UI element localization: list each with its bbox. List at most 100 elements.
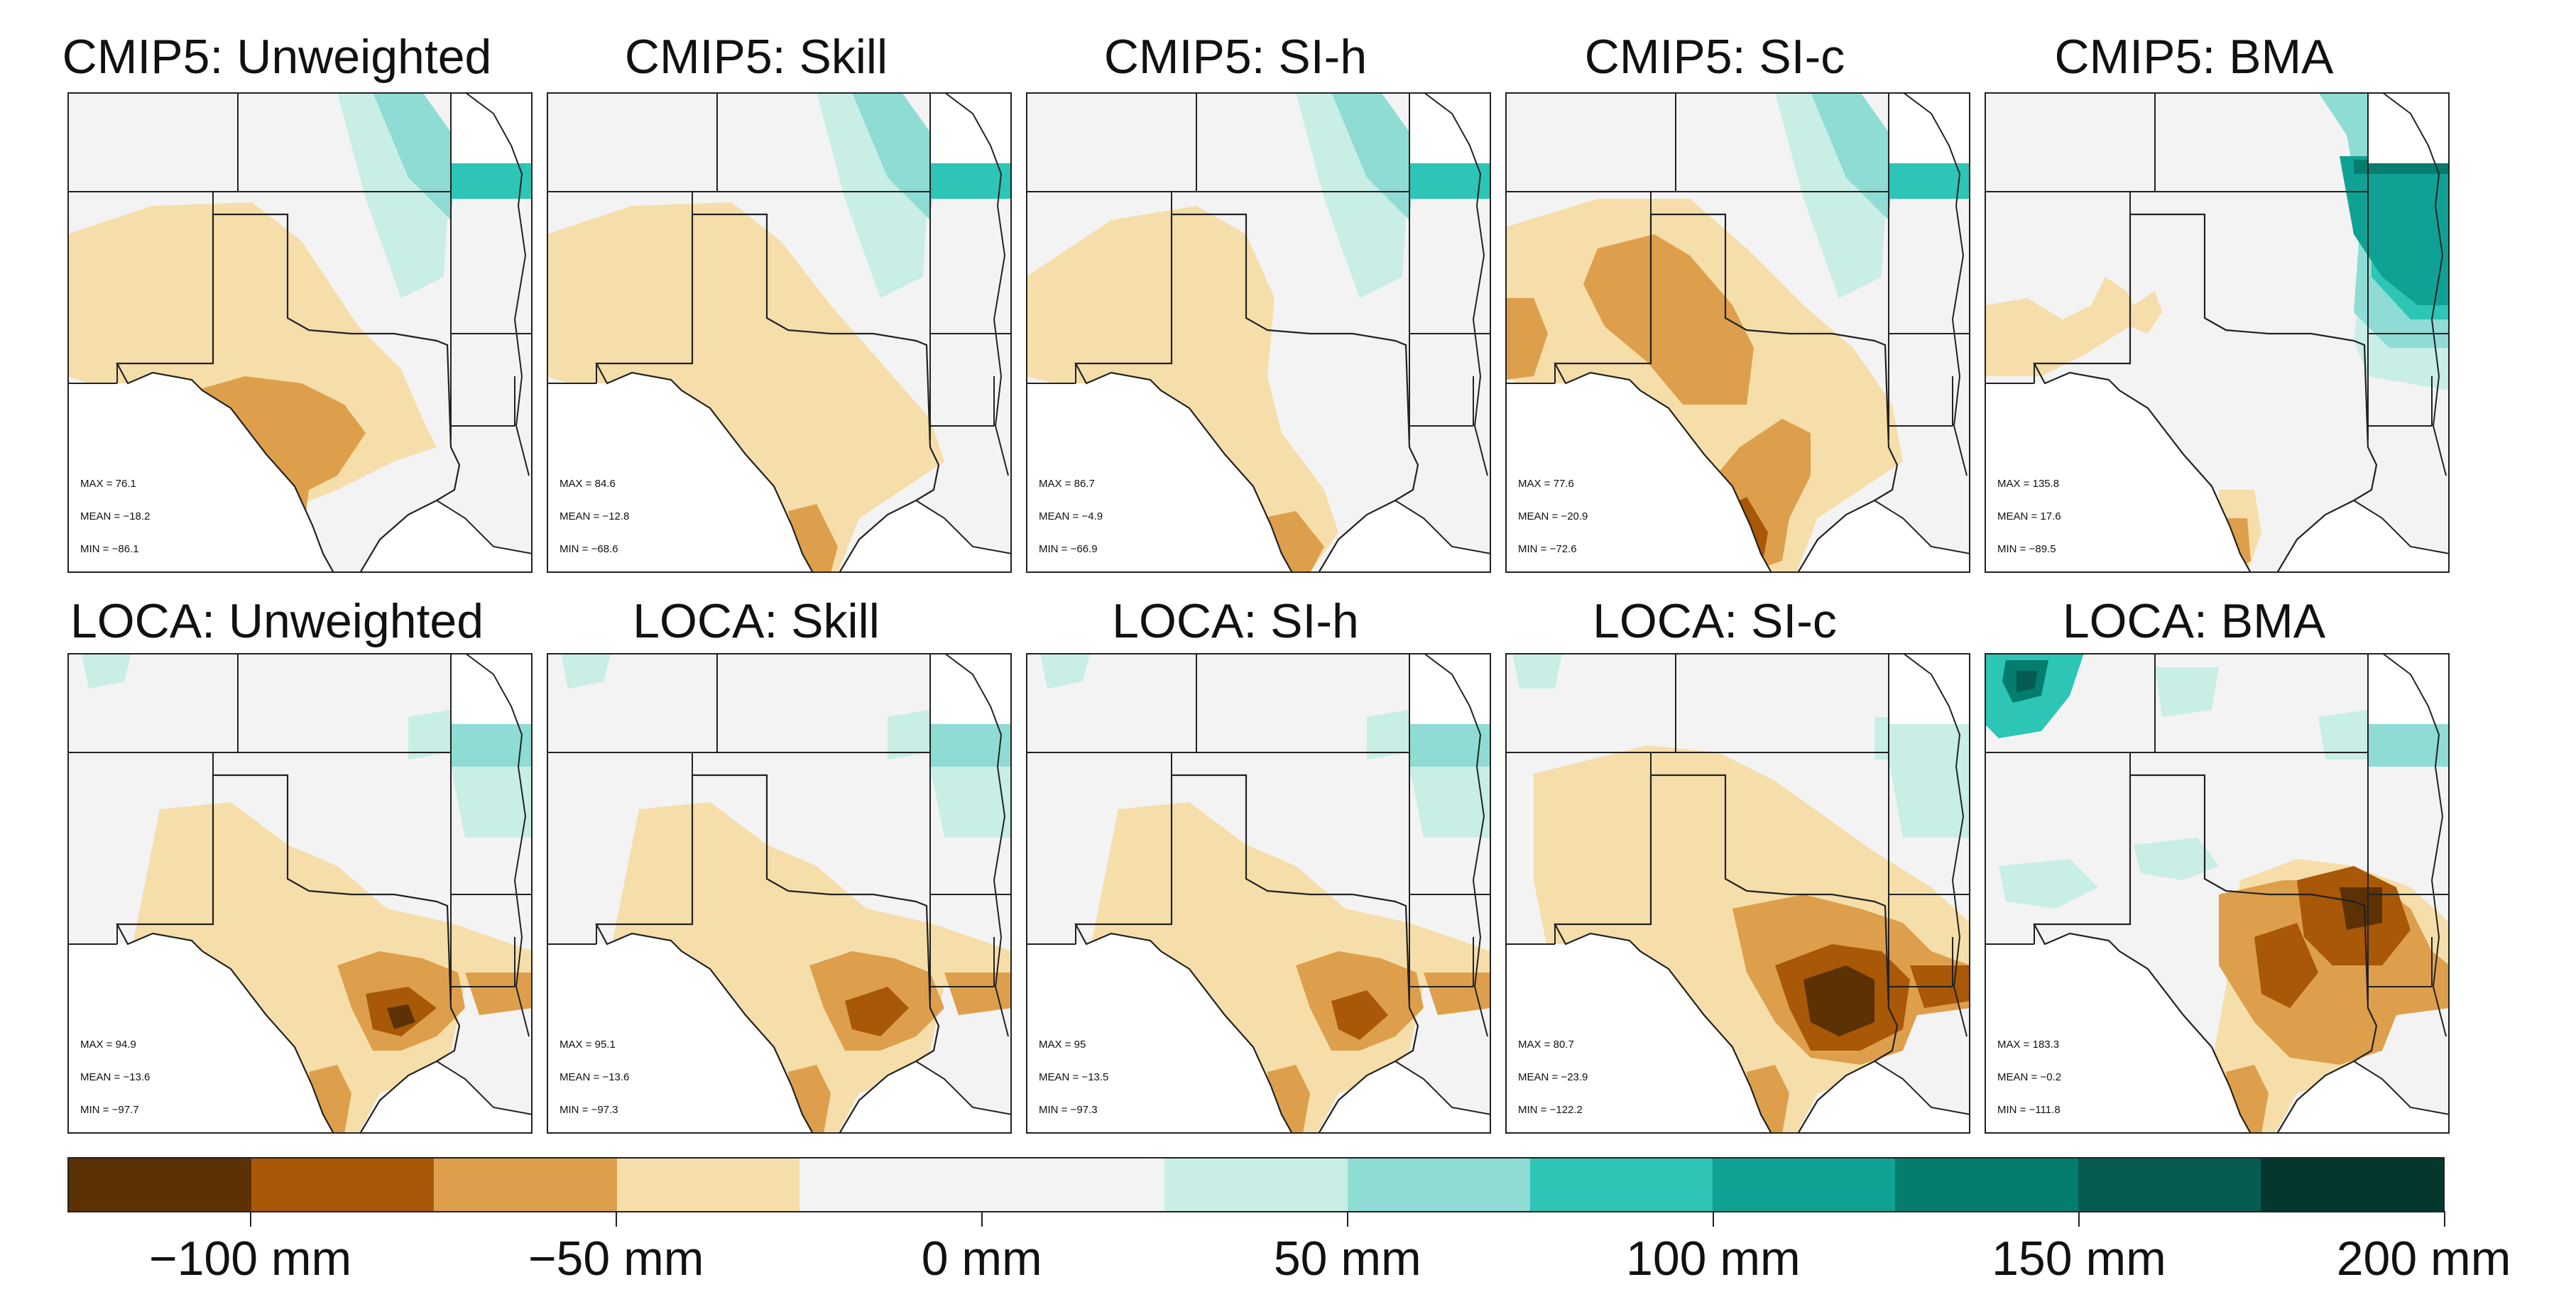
colorbar-swatch [1713,1159,1896,1211]
precip-anomaly-region [408,710,451,760]
panel-title: LOCA: Unweighted [70,594,484,648]
stat-max: MAX = 84.6 [560,478,616,490]
map-panel: MAX = 95 MEAN = −13.5 MIN = −97.3 [1026,653,1491,1134]
stat-mean: MEAN = −0.2 [1997,1071,2062,1083]
state-boundary [1395,500,1491,554]
precip-anomaly-region [852,92,937,220]
outside-domain-region [547,373,813,573]
state-boundary [2353,500,2450,554]
colorbar-tick [1712,1211,1714,1227]
colorbar-tick-label: 0 mm [921,1232,1042,1286]
precip-anomaly-region [2155,667,2219,717]
precip-anomaly-region [2016,671,2038,692]
colorbar [67,1157,2445,1212]
precip-anomaly-region [1026,206,1338,573]
colorbar-tick-label: 100 mm [1626,1232,1801,1286]
colorbar-swatch [1347,1159,1530,1211]
panel-frame [547,653,1012,1134]
texas-outline [116,213,461,573]
stat-mean: MEAN = −23.9 [1518,1071,1588,1083]
precip-anomaly-region [451,724,533,767]
stat-mean: MEAN = −20.9 [1518,510,1588,522]
outside-domain-region [2368,653,2450,724]
map-panel: MAX = 183.3 MEAN = −0.2 MIN = −111.8 [1985,653,2450,1134]
stat-mean: MEAN = −13.6 [560,1071,630,1083]
colorbar-tick-label: 50 mm [1273,1232,1421,1286]
panel-title: CMIP5: SI-c [1584,30,1845,84]
panel-frame [547,92,1012,573]
state-boundary [915,500,1012,554]
texas-outline [116,774,461,1134]
colorbar-swatch [616,1159,799,1211]
state-boundary [944,653,1009,1037]
map-panel: MAX = 94.9 MEAN = −13.6 MIN = −97.7 [67,653,533,1134]
outside-domain-region [547,933,813,1134]
outside-domain-region [1505,933,1772,1134]
precip-anomaly-region [2340,156,2450,305]
colorbar-swatch [434,1159,617,1211]
precip-anomaly-region [1331,92,1417,220]
colorbar-tick-label: 150 mm [1992,1232,2166,1286]
colorbar-tick [981,1211,983,1227]
panel-stats: MAX = 77.6 MEAN = −20.9 MIN = −72.6 [1518,468,1588,566]
stat-min: MIN = −97.3 [1039,1104,1098,1116]
colorbar-tick [2444,1211,2445,1227]
precip-anomaly-region [1424,973,1491,1015]
outside-domain-region [1798,1061,1970,1134]
precip-anomaly-region [1874,717,1970,760]
colorbar-swatch [1164,1159,1348,1211]
outside-domain-region [451,92,533,163]
stat-max: MAX = 94.9 [80,1039,136,1051]
state-boundary [2381,653,2447,1037]
colorbar-tick [2078,1211,2080,1227]
panel-frame [1985,653,2450,1134]
precip-anomaly-region [2368,724,2450,767]
panel-frame [1505,92,1970,573]
panel-stats: MAX = 95.1 MEAN = −13.6 MIN = −97.3 [560,1029,629,1127]
outside-domain-region [1985,373,2251,573]
stat-max: MAX = 86.7 [1039,478,1095,490]
state-boundary [1874,1061,1970,1115]
stat-min: MIN = −97.3 [560,1104,618,1116]
precip-anomaly-region [1811,92,1896,220]
precip-anomaly-region [1889,163,1970,199]
stat-mean: MEAN = −12.8 [560,510,630,522]
panel-title: LOCA: Skill [633,594,880,648]
precip-anomaly-region [561,653,611,689]
precip-anomaly-region [1985,277,2141,376]
map-svg [1985,653,2450,1134]
state-boundary [1874,500,1970,554]
precip-anomaly-region [1040,653,1090,689]
texas-outline [595,774,940,1134]
outside-domain-region [360,1061,533,1134]
stat-min: MIN = −66.9 [1039,543,1098,555]
stat-min: MIN = −122.2 [1518,1104,1583,1116]
state-boundary [1423,92,1488,476]
colorbar-swatch [251,1159,435,1211]
precip-anomaly-region [1583,234,1754,405]
map-svg [67,653,533,1134]
precip-anomaly-region [2340,887,2382,930]
precip-anomaly-region [547,202,944,573]
stat-max: MAX = 76.1 [80,478,136,490]
outside-domain-region [1409,92,1491,163]
stat-mean: MEAN = 17.6 [1997,510,2061,522]
state-boundary [1395,1061,1491,1115]
precip-anomaly-region [1367,710,1409,760]
outside-domain-region [1889,92,1970,163]
outside-domain-region [2277,500,2450,573]
stat-min: MIN = −89.5 [1997,543,2056,555]
panel-title: CMIP5: Unweighted [62,30,492,84]
panel-frame [1505,653,1970,1134]
colorbar-swatch [1529,1159,1713,1211]
panel-stats: MAX = 86.7 MEAN = −4.9 MIN = −66.9 [1039,468,1103,566]
panel-frame [1026,653,1491,1134]
precip-anomaly-region [465,973,533,1015]
map-panel: MAX = 95.1 MEAN = −13.6 MIN = −97.3 [547,653,1012,1134]
colorbar-tick-label: 200 mm [2336,1232,2511,1286]
precip-anomaly-region [1090,802,1491,1134]
texas-outline [1554,774,1899,1134]
outside-domain-region [1889,653,1970,724]
colorbar-swatch [982,1159,1165,1211]
precip-anomaly-region [930,163,1012,199]
